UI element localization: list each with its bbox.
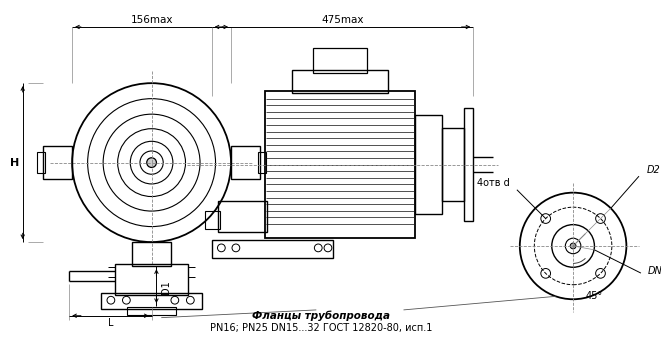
Bar xyxy=(37,152,45,173)
Bar xyxy=(115,264,188,295)
Bar xyxy=(218,201,267,232)
Bar xyxy=(128,307,176,315)
Text: D2: D2 xyxy=(646,165,660,175)
Text: 4отв d: 4отв d xyxy=(477,178,510,188)
Bar xyxy=(212,240,332,258)
Bar xyxy=(205,211,220,229)
Circle shape xyxy=(147,158,157,167)
Bar xyxy=(101,293,202,309)
Text: H: H xyxy=(11,158,20,167)
Bar xyxy=(265,91,415,238)
Circle shape xyxy=(570,243,576,249)
Bar xyxy=(442,128,463,201)
Text: L: L xyxy=(108,317,113,328)
Bar xyxy=(292,70,388,93)
Bar xyxy=(43,146,72,179)
Text: Фланцы трубопровода: Фланцы трубопровода xyxy=(252,310,390,321)
Text: 45°: 45° xyxy=(586,291,603,301)
Text: PN16; PN25 DN15...32 ГОСТ 12820-80, исп.1: PN16; PN25 DN15...32 ГОСТ 12820-80, исп.… xyxy=(210,323,432,333)
Bar xyxy=(463,108,473,221)
Bar xyxy=(313,48,367,72)
Bar xyxy=(415,115,442,214)
Bar xyxy=(231,146,260,179)
Text: D1: D1 xyxy=(161,280,171,293)
Text: 475max: 475max xyxy=(321,15,364,25)
Text: 156max: 156max xyxy=(130,15,173,25)
Bar xyxy=(258,152,266,173)
Bar xyxy=(132,242,171,266)
Text: DN: DN xyxy=(648,266,661,276)
